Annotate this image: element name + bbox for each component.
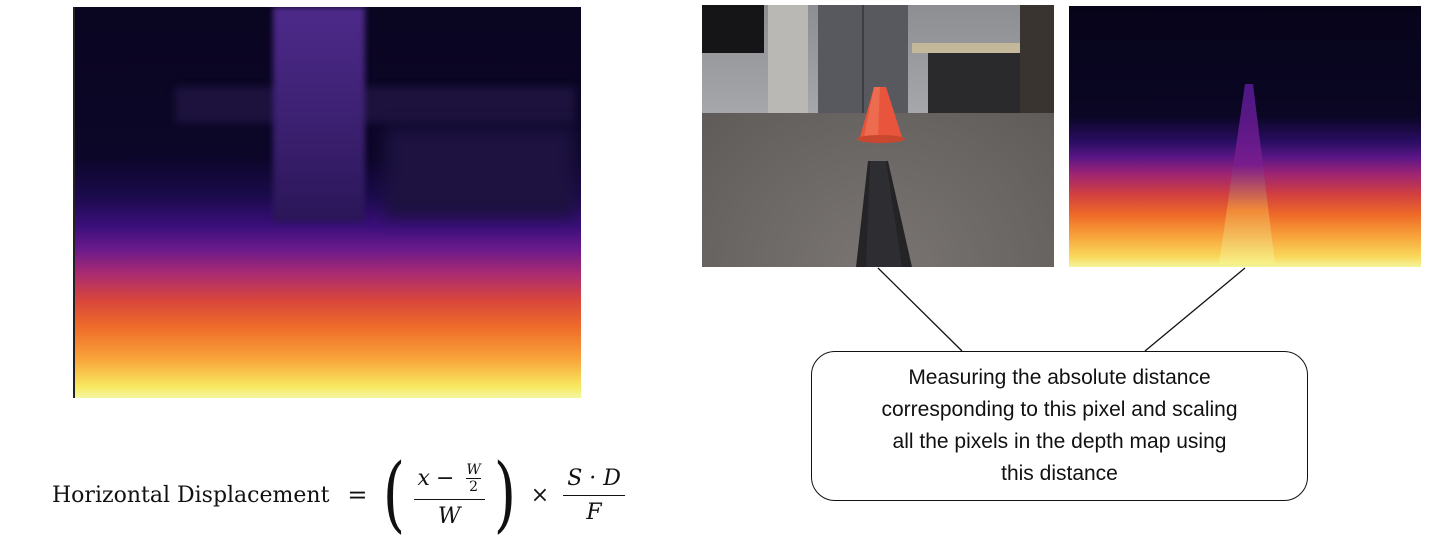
depth-map-large xyxy=(73,7,581,398)
photo-monitor xyxy=(702,5,764,53)
times-sign: × xyxy=(530,482,550,508)
var-x: x xyxy=(417,465,430,491)
right-paren: ) xyxy=(493,447,516,542)
half-width-fraction: W 2 xyxy=(466,461,481,495)
half-width-bar xyxy=(466,477,481,479)
minus-sign: − xyxy=(435,465,455,491)
scale-fraction-bar xyxy=(563,494,625,496)
scale-fraction: S · D F xyxy=(563,466,625,525)
callout-text: Measuring the absolute distance correspo… xyxy=(881,366,1238,485)
inner-fraction: x − W 2 W xyxy=(413,462,485,529)
depth-map-small xyxy=(1069,6,1421,267)
traffic-cone xyxy=(857,87,905,143)
photo-shelf xyxy=(912,43,1054,53)
half-width-num: W xyxy=(466,461,481,478)
depth-pillar-shape xyxy=(273,7,365,222)
callout-box: Measuring the absolute distance correspo… xyxy=(811,351,1308,501)
scale-fraction-denominator: F xyxy=(586,499,602,525)
inner-fraction-bar xyxy=(413,498,485,500)
formula-equals: = xyxy=(347,481,368,509)
camera-photo xyxy=(702,5,1054,267)
photo-lockers xyxy=(928,53,1028,115)
left-paren: ( xyxy=(382,447,405,542)
inner-fraction-denominator: W xyxy=(437,503,461,529)
half-width-den: 2 xyxy=(469,478,479,495)
photo-column xyxy=(768,5,808,115)
formula-lhs: Horizontal Displacement xyxy=(52,482,330,508)
leader-line-photo xyxy=(877,267,963,352)
photo-cabinet xyxy=(818,5,908,113)
leader-line-depth xyxy=(1144,267,1246,352)
depth-cone-shape xyxy=(1219,84,1275,264)
depth-bench-shape xyxy=(175,87,575,123)
depth-object-shape xyxy=(385,127,575,217)
scale-fraction-numerator: S · D xyxy=(567,465,621,491)
floor-tape xyxy=(856,161,912,267)
horizontal-displacement-formula: Horizontal Displacement = ( x − W 2 W ) … xyxy=(52,445,629,545)
photo-person xyxy=(1020,5,1054,113)
inner-fraction-numerator: x − W 2 xyxy=(414,462,485,499)
